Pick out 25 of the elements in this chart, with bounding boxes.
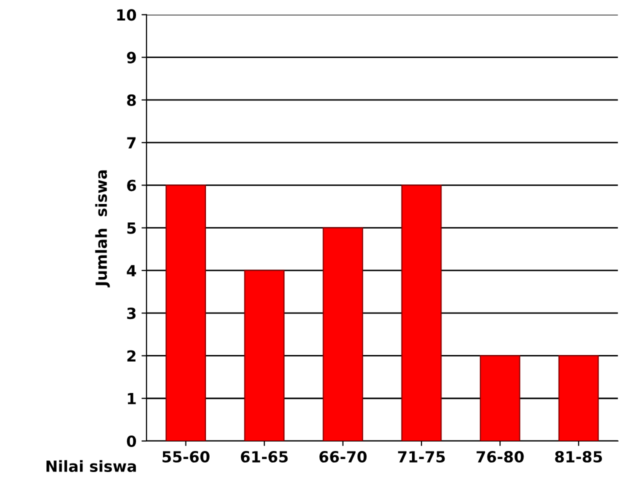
- y-tick-label: 3: [127, 308, 136, 320]
- y-tick-label: 5: [127, 222, 136, 234]
- y-tick-label: 8: [127, 94, 136, 106]
- x-axis-title: Nilai siswa: [46, 460, 136, 472]
- y-tick-label: 4: [126, 265, 136, 276]
- bar: [480, 355, 520, 441]
- x-tick-label: 71-75: [398, 451, 445, 463]
- x-tick-label: 66-70: [319, 450, 367, 463]
- x-tick-label: 61-65: [240, 451, 288, 463]
- bar: [558, 355, 599, 441]
- bar: [244, 270, 285, 441]
- y-tick-label: 9: [126, 52, 136, 64]
- y-tick-label: 10: [117, 9, 136, 21]
- y-tick-label: 7: [127, 137, 136, 148]
- y-axis-title: Jumlah siswa: [95, 170, 110, 288]
- bar: [322, 227, 364, 441]
- y-tick-label: 6: [127, 180, 136, 192]
- bar: [166, 184, 206, 441]
- y-tick-label: 0: [126, 435, 136, 448]
- y-tick-label: 1: [128, 393, 136, 404]
- x-tick-label: 55-60: [162, 450, 210, 463]
- x-tick-label: 76-80: [476, 450, 524, 463]
- bar: [401, 184, 442, 441]
- x-tick-label: 81-85: [555, 450, 602, 463]
- y-tick-label: 2: [127, 350, 136, 362]
